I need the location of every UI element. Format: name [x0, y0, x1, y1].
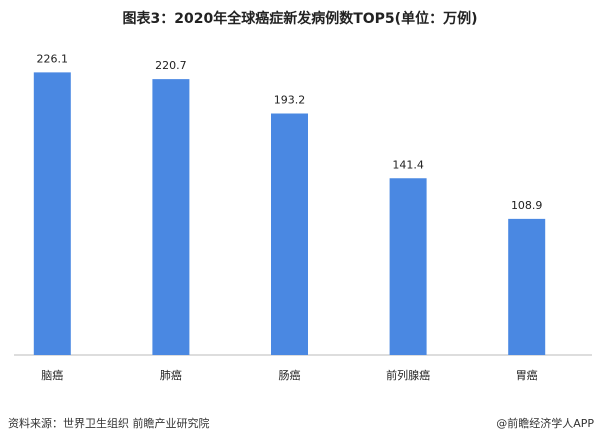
value-label: 220.7: [155, 59, 187, 72]
x-tick-label: 胃癌: [516, 368, 538, 382]
x-tick-label: 前列腺癌: [386, 368, 430, 382]
bar: [152, 79, 190, 355]
bar: [271, 113, 308, 355]
x-tick-label: 肠癌: [279, 368, 301, 382]
value-label: 226.1: [37, 52, 69, 65]
value-label: 193.2: [274, 94, 306, 107]
value-label: 108.9: [511, 199, 543, 212]
bar: [508, 218, 546, 355]
x-tick-label: 脑癌: [41, 368, 63, 382]
x-tick-label: 肺癌: [160, 368, 182, 382]
source-note: 资料来源：世界卫生组织 前瞻产业研究院: [8, 416, 210, 430]
value-label: 141.4: [392, 158, 424, 171]
brand-note: @前瞻经济学人APP: [496, 416, 594, 430]
chart-title: 图表3：2020年全球癌症新发病例数TOP5(单位：万例): [123, 10, 478, 27]
bar: [33, 72, 71, 355]
bar: [389, 178, 427, 355]
